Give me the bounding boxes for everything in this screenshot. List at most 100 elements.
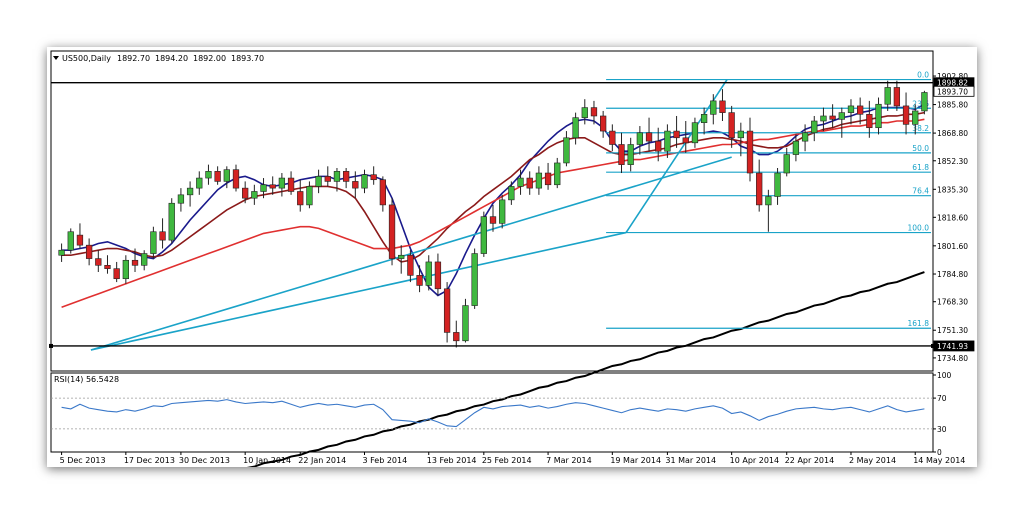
candle-body	[700, 114, 708, 123]
x-tick-label: 10 Jan 2014	[243, 456, 291, 465]
fib-level-label: 0.0	[917, 71, 929, 80]
fib-level-label: 100.0	[908, 224, 930, 233]
candle-body	[636, 132, 644, 145]
price-tick-label: 1751.30	[937, 326, 968, 335]
candle-body	[866, 114, 873, 129]
price-tick-label: 1902.80	[937, 72, 968, 81]
candle-body	[416, 275, 423, 286]
chart-window: 0.0 23.6 38.2 50.0 61.8 76.4 100.0 161.8 1902.8…	[47, 47, 977, 467]
moving-average-line	[61, 118, 925, 308]
candle-body	[829, 115, 836, 120]
rsi-tick-label: 100	[937, 371, 952, 380]
candle-body	[838, 112, 845, 120]
line-anchor-right	[931, 343, 935, 348]
candle-body	[214, 171, 221, 182]
candle-body	[269, 184, 276, 189]
candle-body	[122, 259, 129, 280]
candle-body	[443, 288, 451, 333]
line-anchor-left	[49, 343, 53, 348]
menu-triangle-icon[interactable]	[53, 56, 59, 60]
candle-body	[792, 140, 800, 155]
candle-body	[141, 253, 148, 266]
fib-level-label: 76.4	[912, 187, 929, 196]
chart-title: US500,Daily	[62, 54, 111, 63]
candle-body	[278, 177, 286, 189]
candle-body	[517, 177, 524, 187]
price-tag-label: 1893.70	[937, 87, 968, 96]
rsi-line	[61, 399, 925, 428]
candle-body	[746, 130, 754, 174]
x-tick-label: 13 Feb 2014	[427, 456, 477, 465]
candle-body	[85, 244, 93, 259]
x-tick-label: 3 Feb 2014	[362, 456, 407, 465]
candle-body	[306, 186, 313, 206]
candle-body	[480, 216, 487, 254]
candle-body	[921, 92, 928, 112]
moving-average-line	[61, 103, 925, 297]
candle-body	[113, 268, 120, 280]
candle-body	[857, 105, 864, 115]
ohlc-high: 1894.20	[155, 54, 188, 63]
candle-body	[324, 176, 331, 182]
candle-body	[765, 196, 772, 206]
fib-level-label: 38.2	[912, 124, 929, 133]
rsi-label: RSI(14) 56.5428	[54, 375, 119, 384]
candle-body	[333, 171, 341, 182]
candle-body	[186, 187, 194, 196]
candle-body	[682, 137, 689, 144]
candle-body	[370, 174, 377, 181]
candle-body	[737, 130, 744, 139]
candle-body	[645, 132, 653, 142]
x-tick-label: 10 Apr 2014	[730, 456, 779, 465]
candle-body	[774, 172, 781, 197]
rsi-tick-label: 0	[937, 448, 942, 457]
candle-body	[150, 231, 157, 254]
candle-body	[67, 231, 74, 251]
candle-body	[581, 107, 588, 118]
ohlc-close: 1893.70	[231, 54, 264, 63]
price-tick-label: 1768.30	[937, 298, 968, 307]
price-tag-box	[933, 340, 975, 352]
x-tick-label: 19 Mar 2014	[610, 456, 661, 465]
fib-level-label: 23.6	[912, 99, 929, 108]
candle-body	[618, 144, 625, 165]
price-tick-label: 1885.80	[937, 101, 968, 110]
x-tick-label: 22 Jan 2014	[298, 456, 346, 465]
candle-body	[131, 259, 139, 266]
candle-body	[159, 231, 166, 241]
candle-body	[223, 169, 230, 182]
candle-body	[572, 117, 579, 139]
candle-body	[801, 132, 809, 142]
candle-body	[811, 120, 818, 134]
candle-body	[177, 194, 185, 204]
candle-body	[902, 105, 910, 125]
candle-body	[655, 140, 662, 152]
candle-body	[388, 204, 396, 259]
candle-body	[756, 172, 763, 206]
candle-body	[342, 171, 350, 182]
price-tag-box	[933, 85, 975, 97]
candle-body	[526, 177, 533, 189]
candle-body	[590, 107, 598, 117]
candle-body	[563, 137, 570, 164]
trendline	[90, 231, 627, 351]
x-tick-label: 31 Mar 2014	[665, 456, 716, 465]
candle-body	[104, 265, 111, 269]
price-tick-label: 1801.60	[937, 242, 968, 251]
candle-body	[508, 186, 515, 201]
candle-body	[673, 130, 680, 139]
x-tick-label: 22 Apr 2014	[785, 456, 834, 465]
candle-body	[398, 254, 405, 259]
candle-body	[407, 254, 414, 276]
candle-body	[425, 261, 432, 286]
candle-body	[875, 103, 882, 129]
candle-body	[600, 115, 607, 132]
candle-body	[434, 261, 442, 290]
candle-body	[352, 181, 359, 189]
price-tick-label: 1734.80	[937, 354, 968, 363]
candle-body	[609, 130, 616, 145]
price-chart[interactable]: 0.0 23.6 38.2 50.0 61.8 76.4 100.0 161.8 1902.8…	[47, 47, 977, 467]
rsi-panel-border	[50, 372, 934, 453]
candle-body	[251, 191, 258, 199]
x-tick-label: 14 May 2014	[913, 456, 965, 465]
